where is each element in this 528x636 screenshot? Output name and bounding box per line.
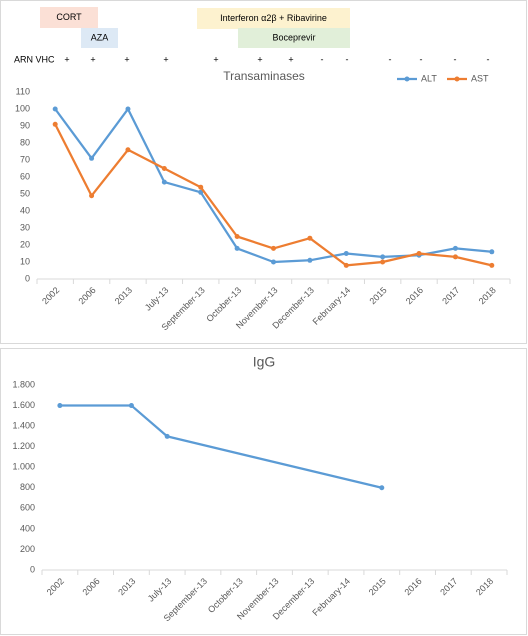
y-tick-label: 100 bbox=[15, 103, 30, 113]
chart-title: IgG bbox=[253, 354, 276, 370]
data-point bbox=[89, 193, 95, 199]
data-point bbox=[379, 485, 385, 491]
arn-sign: + bbox=[213, 54, 218, 64]
top-panel bbox=[0, 0, 527, 344]
y-tick-label: 1.200 bbox=[12, 441, 35, 451]
legend-marker bbox=[454, 76, 460, 82]
y-tick-label: 10 bbox=[20, 256, 30, 266]
data-point bbox=[307, 235, 313, 241]
legend-label: AST bbox=[471, 73, 489, 83]
y-tick-label: 110 bbox=[16, 86, 30, 96]
arn-sign: - bbox=[420, 54, 423, 64]
arn-sign: - bbox=[389, 54, 392, 64]
y-tick-label: 30 bbox=[20, 222, 30, 232]
arn-sign: + bbox=[257, 54, 262, 64]
data-point bbox=[128, 403, 134, 409]
arn-sign: + bbox=[163, 54, 168, 64]
data-point bbox=[489, 249, 495, 255]
legend-label: ALT bbox=[421, 73, 437, 83]
chart-title: Transaminases bbox=[223, 69, 305, 83]
y-tick-label: 50 bbox=[20, 188, 30, 198]
legend-marker bbox=[404, 76, 410, 82]
data-point bbox=[52, 106, 58, 112]
data-point bbox=[416, 251, 422, 256]
bottom-panel bbox=[0, 348, 527, 635]
y-tick-label: 1.400 bbox=[12, 420, 35, 430]
y-tick-label: 1.600 bbox=[12, 400, 35, 410]
arn-sign: - bbox=[487, 54, 490, 64]
data-point bbox=[307, 257, 313, 263]
y-tick-label: 1.800 bbox=[12, 379, 35, 389]
data-point bbox=[164, 433, 170, 439]
data-point bbox=[271, 259, 276, 265]
treatment-box bbox=[40, 7, 98, 28]
y-tick-label: 70 bbox=[20, 154, 30, 164]
data-point bbox=[234, 234, 240, 239]
y-tick-label: 800 bbox=[20, 482, 35, 492]
y-tick-label: 400 bbox=[20, 523, 35, 533]
data-point bbox=[234, 245, 240, 251]
arn-sign: + bbox=[124, 54, 129, 64]
data-point bbox=[343, 262, 349, 268]
series-line bbox=[59, 404, 383, 489]
data-point bbox=[57, 403, 63, 409]
arn-sign: + bbox=[64, 54, 69, 64]
treatment-label: Interferon α2β + Ribavirine bbox=[220, 13, 327, 23]
data-point bbox=[198, 184, 204, 190]
y-tick-label: 20 bbox=[20, 239, 30, 249]
data-point bbox=[161, 179, 167, 185]
arn-label: ARN VHC bbox=[14, 54, 55, 64]
y-tick-label: 1.000 bbox=[12, 462, 35, 472]
data-point bbox=[271, 245, 276, 251]
treatment-box bbox=[197, 8, 350, 29]
y-tick-label: 0 bbox=[30, 564, 35, 574]
data-point bbox=[89, 155, 95, 161]
treatment-label: CORT bbox=[56, 12, 82, 22]
y-tick-label: 600 bbox=[20, 503, 35, 513]
y-tick-label: 40 bbox=[20, 205, 30, 215]
data-point bbox=[125, 147, 131, 153]
arn-sign: + bbox=[90, 54, 95, 64]
arn-sign: - bbox=[321, 54, 324, 64]
y-tick-label: 60 bbox=[20, 171, 30, 181]
treatment-box bbox=[81, 28, 118, 48]
treatment-box bbox=[238, 28, 350, 48]
y-tick-label: 0 bbox=[25, 273, 30, 283]
data-point bbox=[489, 262, 495, 268]
data-point bbox=[52, 121, 58, 127]
data-point bbox=[343, 251, 349, 256]
data-point bbox=[125, 106, 131, 112]
y-tick-label: 200 bbox=[20, 544, 35, 554]
data-point bbox=[161, 166, 167, 171]
arn-sign: - bbox=[346, 54, 349, 64]
arn-sign: + bbox=[288, 54, 293, 64]
y-tick-label: 90 bbox=[20, 120, 30, 130]
data-point bbox=[380, 259, 386, 265]
treatment-label: AZA bbox=[91, 32, 109, 42]
arn-sign: - bbox=[454, 54, 457, 64]
treatment-label: Boceprevir bbox=[272, 32, 315, 42]
y-tick-label: 80 bbox=[20, 137, 30, 147]
data-point bbox=[452, 245, 458, 251]
data-point bbox=[452, 254, 458, 260]
data-point bbox=[380, 254, 386, 260]
data-point bbox=[198, 189, 204, 195]
